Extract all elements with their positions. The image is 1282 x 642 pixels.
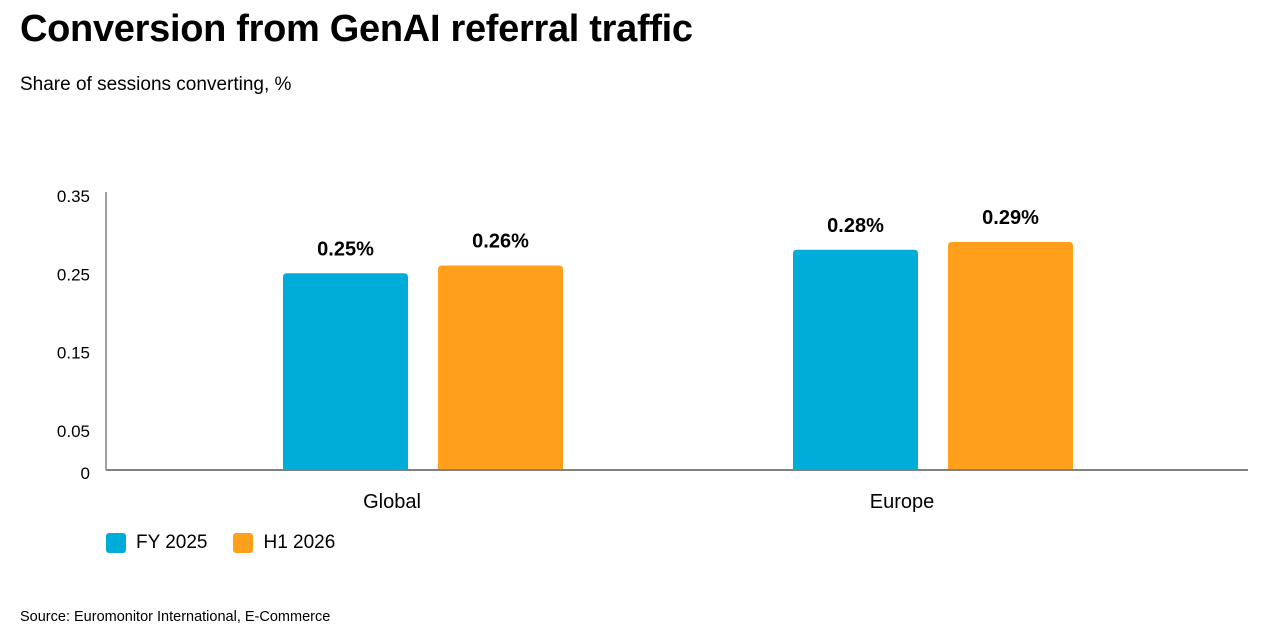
legend-label-h12026: H1 2026 <box>263 532 336 553</box>
y-tick-label: 0.05 <box>57 422 90 441</box>
y-tick-label: 0.35 <box>57 187 90 206</box>
data-label: 0.26% <box>472 230 529 252</box>
legend: FY 2025 H1 2026 <box>106 532 361 554</box>
bar <box>948 241 1073 469</box>
bar <box>283 273 408 469</box>
bar-chart: 0 0.05 0.15 0.25 0.35 0.25% 0.26% Global 0.28% 0.… <box>57 187 1248 513</box>
legend-swatch-h12026 <box>233 533 254 553</box>
y-tick-label: 0.25 <box>57 265 90 284</box>
bar <box>438 265 563 469</box>
data-label: 0.28% <box>827 215 884 237</box>
legend-swatch-fy2025 <box>106 533 126 553</box>
chart-title: Conversion from GenAI referral traffic <box>20 8 693 50</box>
legend-item-fy2025: FY 2025 <box>106 532 207 554</box>
x-tick-label: Europe <box>870 491 935 513</box>
chart-subtitle: Share of sessions converting, % <box>20 74 292 95</box>
source-note: Source: Euromonitor International, E-Com… <box>20 609 331 625</box>
y-tick-label: 0 <box>81 464 90 483</box>
legend-item-h12026: H1 2026 <box>233 532 335 554</box>
data-label: 0.29% <box>982 207 1039 229</box>
bar <box>793 249 918 469</box>
legend-label-fy2025: FY 2025 <box>136 532 208 553</box>
y-tick-label: 0.15 <box>57 344 90 363</box>
x-tick-label: Global <box>363 491 421 513</box>
data-label: 0.25% <box>317 238 374 260</box>
